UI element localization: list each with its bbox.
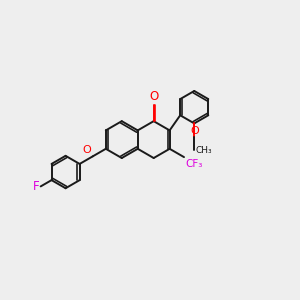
- Text: O: O: [190, 126, 199, 136]
- Text: CF₃: CF₃: [185, 159, 203, 169]
- Text: F: F: [33, 180, 39, 193]
- Text: O: O: [149, 90, 158, 103]
- Text: O: O: [83, 145, 92, 155]
- Text: CH₃: CH₃: [195, 146, 212, 154]
